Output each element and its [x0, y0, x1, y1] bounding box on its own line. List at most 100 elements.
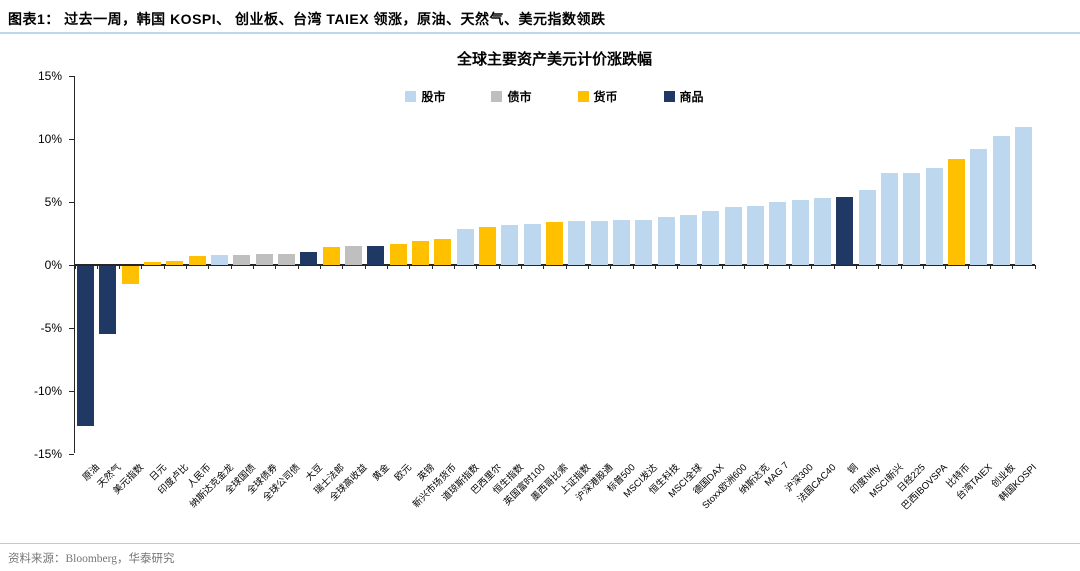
bar-瑞士法郎	[322, 247, 340, 265]
bar-恒生科技	[657, 217, 675, 265]
bar-比特币	[948, 159, 966, 265]
y-axis-tick	[69, 453, 74, 455]
y-axis-tick	[69, 390, 74, 392]
x-axis-tick	[588, 265, 590, 269]
y-tick-label: -10%	[33, 383, 62, 398]
x-axis-tick	[811, 265, 813, 269]
x-axis-line	[74, 264, 1035, 266]
legend-swatch-股市	[405, 91, 417, 102]
y-axis-tick	[69, 265, 74, 266]
x-axis-tick	[74, 265, 76, 269]
x-axis-tick	[297, 265, 299, 269]
bar-德国DAX	[702, 210, 720, 265]
x-axis-tick	[923, 265, 925, 269]
x-axis-tick	[1012, 265, 1014, 269]
bar-原油	[77, 266, 95, 426]
legend-swatch-商品	[663, 91, 675, 102]
x-axis-tick	[230, 265, 232, 269]
x-axis-tick	[677, 265, 679, 269]
bar-英国富时100	[523, 223, 541, 265]
x-axis-tick	[610, 265, 612, 269]
y-tick-label: 10%	[37, 132, 62, 147]
bar-MSCI全球	[680, 214, 698, 265]
x-axis-tick	[186, 265, 188, 269]
legend-item-股市: 股市	[405, 88, 445, 105]
bar-印度卢比	[166, 261, 184, 265]
x-axis-tick	[275, 265, 277, 269]
x-axis-tick	[454, 265, 456, 269]
bar-欧元	[389, 243, 407, 265]
x-axis-tick	[387, 265, 389, 269]
legend-item-商品: 商品	[663, 88, 704, 105]
bar-沪深300	[791, 199, 809, 265]
bar-铜	[836, 197, 854, 265]
legend-swatch-货币	[577, 91, 589, 102]
bar-印度Nifty	[858, 189, 876, 265]
y-axis-tick	[69, 76, 74, 78]
bar-MSCI发达	[635, 219, 653, 265]
bar-全球国债	[233, 254, 251, 265]
x-axis-tick	[141, 265, 143, 269]
y-tick-label: -5%	[40, 320, 62, 335]
bar-纳斯达克金龙	[211, 254, 229, 265]
bar-沪深港股通	[590, 221, 608, 265]
bar-恒生指数	[501, 224, 519, 265]
x-axis-tick	[699, 265, 701, 269]
bar-墨西哥比索	[546, 222, 564, 265]
x-axis-tick	[476, 265, 478, 269]
bar-人民币	[188, 256, 206, 265]
x-axis-tick	[833, 265, 835, 269]
x-axis-tick	[565, 265, 567, 269]
bar-纳斯达克	[747, 205, 765, 265]
legend-label: 债市	[507, 90, 532, 104]
bar-Stoxx欧洲600	[724, 207, 742, 265]
bar-全球债券	[255, 253, 273, 265]
bar-黄金	[367, 246, 385, 265]
bar-美元指数	[121, 266, 139, 284]
bar-巴西里尔	[479, 227, 497, 265]
x-axis-tick	[900, 265, 902, 269]
x-axis-tick	[364, 265, 366, 269]
bar-天然气	[99, 266, 117, 334]
y-axis-tick	[69, 327, 74, 329]
chart-title: 全球主要资产美元计价涨跌幅	[456, 51, 652, 68]
x-axis-tick	[543, 265, 545, 269]
y-axis-tick	[69, 202, 74, 204]
bar-英镑	[412, 241, 430, 265]
bar-日经225	[903, 173, 921, 265]
legend-item-货币: 货币	[577, 88, 618, 105]
bar-全球高收益	[345, 246, 363, 265]
bar-道琼斯指数	[456, 228, 474, 265]
bar-标普500	[613, 219, 631, 265]
x-axis-tick	[967, 265, 969, 269]
bar-MAG 7	[769, 202, 787, 265]
x-axis-tick	[1034, 265, 1036, 269]
x-axis-tick	[119, 265, 121, 269]
bar-全球公司债	[278, 253, 296, 265]
x-axis-tick	[96, 265, 98, 269]
x-axis-tick	[722, 265, 724, 269]
source-note: 资料来源：Bloomberg，华泰研究	[8, 553, 175, 565]
category-label-黄金: 黄金	[370, 462, 392, 484]
x-axis-tick	[945, 265, 947, 269]
y-tick-label: 5%	[44, 195, 62, 210]
legend-label: 商品	[679, 90, 704, 104]
x-axis-tick	[320, 265, 322, 269]
bar-韩国KOSPI	[1015, 126, 1033, 265]
bar-法国CAC40	[814, 198, 832, 265]
x-axis-tick	[498, 265, 500, 269]
y-tick-label: -15%	[33, 446, 62, 461]
x-axis-tick	[208, 265, 210, 269]
bar-新兴市场货币	[434, 238, 452, 265]
x-axis-tick	[409, 265, 411, 269]
footer-divider	[0, 543, 1080, 544]
x-axis-tick	[431, 265, 433, 269]
x-axis-tick	[766, 265, 768, 269]
x-axis-tick	[744, 265, 746, 269]
x-axis-tick	[789, 265, 791, 269]
x-axis-tick	[878, 265, 880, 269]
x-axis-tick	[342, 265, 344, 269]
x-axis-tick	[163, 265, 165, 269]
figure-title: 图表1： 过去一周，韩国 KOSPI、 创业板、台湾 TAIEX 领涨，原油、天…	[8, 11, 606, 27]
